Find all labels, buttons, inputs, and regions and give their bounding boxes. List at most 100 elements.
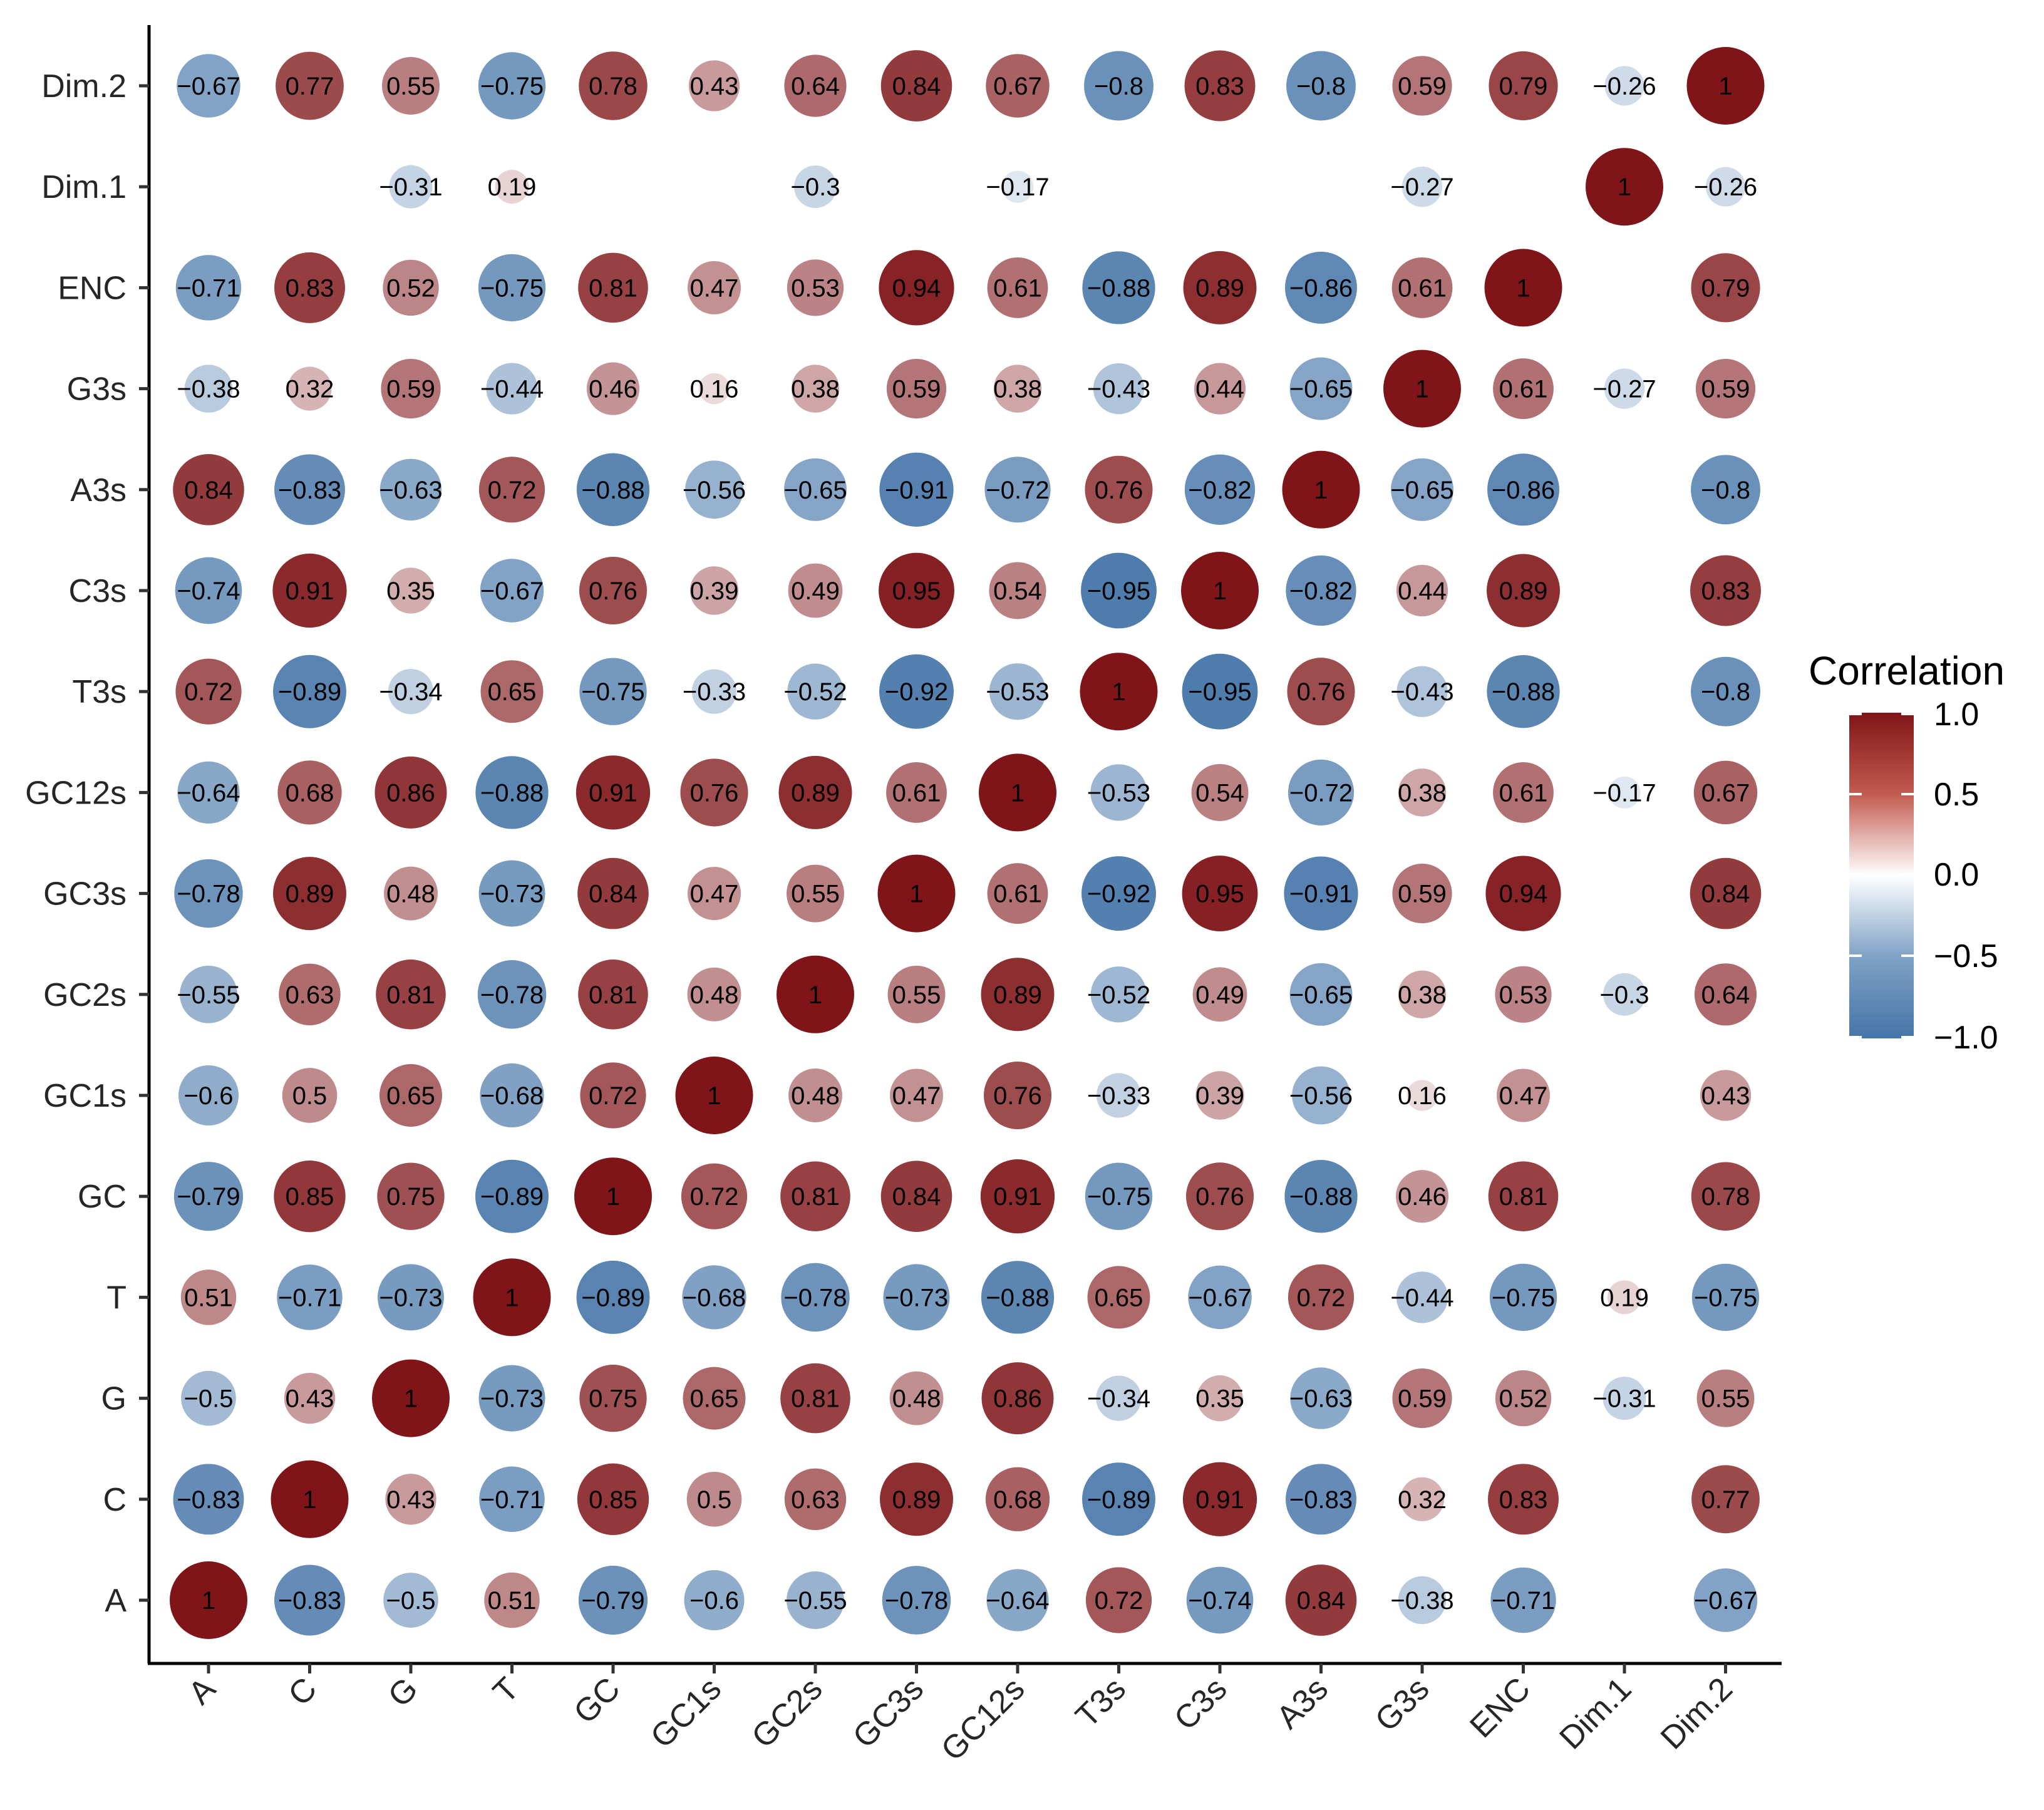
corr-value-label: 0.89 xyxy=(791,779,840,807)
corr-value-label: −0.73 xyxy=(379,1284,442,1311)
corr-value-label: 1 xyxy=(808,981,822,1009)
corr-circle-GC-C3s xyxy=(1185,1162,1254,1231)
corr-value-label: −0.88 xyxy=(1492,678,1555,706)
corr-value-label: −0.88 xyxy=(581,477,644,504)
corr-value-label: 0.72 xyxy=(184,678,233,706)
corr-value-label: −0.75 xyxy=(581,678,644,706)
corr-circle-Dim.1-Dim.1 xyxy=(1586,148,1663,226)
corr-circle-A3s-GC2s xyxy=(784,458,847,521)
corr-value-label: −0.75 xyxy=(480,274,544,302)
corr-value-label: 0.84 xyxy=(892,1183,941,1211)
corr-value-label: −0.44 xyxy=(480,376,544,403)
y-tick-label: T xyxy=(106,1280,126,1316)
corr-value-label: 0.5 xyxy=(292,1082,328,1110)
corr-value-label: 0.38 xyxy=(1398,981,1447,1009)
corr-circle-GC3s-GC3s xyxy=(877,854,956,933)
corr-value-label: −0.8 xyxy=(1701,678,1750,706)
corr-value-label: −0.44 xyxy=(1390,1284,1453,1311)
corr-value-label: −0.75 xyxy=(1492,1284,1555,1311)
corr-circle-Dim.2-GC3s xyxy=(880,50,952,122)
corr-value-label: −0.75 xyxy=(1087,1183,1150,1211)
corr-value-label: −0.74 xyxy=(1188,1587,1251,1615)
corr-circle-T3s-G3s xyxy=(1396,666,1448,717)
corr-value-label: 0.65 xyxy=(488,678,537,706)
corr-value-label: 0.72 xyxy=(690,1183,739,1211)
corr-value-label: −0.8 xyxy=(1296,73,1346,100)
corr-circle-C-Dim.2 xyxy=(1691,1465,1760,1534)
corr-circle-G3s-A3s xyxy=(1289,357,1353,420)
corr-circle-GC-GC1s xyxy=(681,1163,748,1229)
corr-value-label: 0.61 xyxy=(1499,779,1548,807)
corr-circle-GC3s-C xyxy=(273,857,346,931)
corr-value-label: 0.85 xyxy=(286,1183,334,1211)
corr-value-label: 0.55 xyxy=(892,981,941,1009)
corr-circle-A3s-G3s xyxy=(1391,458,1453,521)
corr-circle-A-G3s xyxy=(1398,1576,1447,1625)
corr-circle-GC12s-GC xyxy=(576,755,651,830)
corr-value-label: −0.78 xyxy=(177,881,240,908)
corr-value-label: 0.55 xyxy=(791,881,840,908)
corr-circle-T-A3s xyxy=(1288,1264,1355,1331)
corr-circle-GC1s-GC1s xyxy=(675,1057,753,1134)
corr-circle-Dim.2-T3s xyxy=(1084,51,1154,121)
corr-circle-T3s-C3s xyxy=(1182,653,1258,730)
corr-circle-ENC-GC12s xyxy=(987,257,1048,318)
corr-value-label: −0.71 xyxy=(480,1486,544,1514)
corr-circle-GC2s-GC2s xyxy=(777,955,854,1033)
y-tick-label: ENC xyxy=(58,270,126,306)
corr-circle-GC-ENC xyxy=(1488,1161,1559,1231)
corr-value-label: 0.68 xyxy=(286,779,334,807)
corr-circle-GC12s-C3s xyxy=(1191,763,1249,821)
corr-circle-GC1s-GC3s xyxy=(889,1068,944,1122)
corr-circle-Dim.1-Dim.2 xyxy=(1705,167,1746,207)
corr-value-label: 0.51 xyxy=(184,1284,233,1311)
corr-circle-T3s-GC3s xyxy=(879,654,954,729)
corr-value-label: −0.26 xyxy=(1694,173,1757,201)
corr-circle-G3s-ENC xyxy=(1493,358,1554,420)
corr-value-label: −0.3 xyxy=(1600,981,1649,1009)
corr-circle-C3s-G3s xyxy=(1396,564,1448,617)
corr-circle-ENC-G3s xyxy=(1391,257,1453,318)
corr-circle-GC-T3s xyxy=(1085,1162,1153,1230)
corr-circle-Dim.1-GC12s xyxy=(1001,170,1034,203)
corr-value-label: −0.27 xyxy=(1592,376,1656,403)
corr-circle-A-G xyxy=(383,1573,438,1628)
corr-circle-A3s-A xyxy=(173,453,244,525)
y-tick-label: G3s xyxy=(67,371,126,408)
corr-value-label: 0.72 xyxy=(488,477,537,504)
corr-value-label: 1 xyxy=(1011,779,1025,807)
corr-value-label: −0.78 xyxy=(480,981,544,1009)
corr-circle-Dim.2-T xyxy=(478,52,546,120)
corr-value-label: −0.89 xyxy=(278,678,341,706)
corr-circle-T3s-GC12s xyxy=(989,663,1046,720)
corr-value-label: 0.38 xyxy=(791,376,840,403)
corr-circle-GC3s-A3s xyxy=(1284,856,1358,931)
corr-value-label: 0.61 xyxy=(993,881,1042,908)
corr-circle-GC-C xyxy=(274,1161,346,1233)
corr-value-label: 0.63 xyxy=(791,1486,840,1514)
corr-value-label: 0.83 xyxy=(286,274,334,302)
corr-value-label: 0.47 xyxy=(892,1082,941,1110)
corr-value-label: −0.43 xyxy=(1087,376,1150,403)
corr-circle-A-A3s xyxy=(1285,1564,1357,1636)
corr-circle-GC2s-GC12s xyxy=(981,958,1055,1032)
corr-value-label: −0.67 xyxy=(1188,1284,1251,1311)
corr-circle-GC3s-GC12s xyxy=(987,863,1048,924)
corr-value-label: 1 xyxy=(302,1486,316,1514)
corr-value-label: 0.54 xyxy=(993,577,1042,605)
corr-value-label: −0.38 xyxy=(1390,1587,1453,1615)
corr-value-label: 0.65 xyxy=(1095,1284,1143,1311)
legend-tick-label: 0.5 xyxy=(1934,777,1979,813)
corr-value-label: 0.47 xyxy=(690,881,739,908)
corr-circle-T3s-T xyxy=(480,660,544,723)
corr-circle-GC-GC xyxy=(574,1157,652,1236)
corr-value-label: −0.72 xyxy=(986,477,1049,504)
corr-circle-G3s-T3s xyxy=(1093,363,1145,415)
corr-circle-G3s-GC1s xyxy=(698,373,730,405)
corr-value-label: 0.91 xyxy=(286,577,334,605)
corr-value-label: −0.63 xyxy=(379,477,442,504)
corr-value-label: 0.61 xyxy=(1499,376,1548,403)
corr-circle-C-G xyxy=(385,1474,436,1525)
corr-circle-GC-Dim.2 xyxy=(1691,1162,1760,1231)
corr-circle-A3s-Dim.2 xyxy=(1691,455,1760,525)
